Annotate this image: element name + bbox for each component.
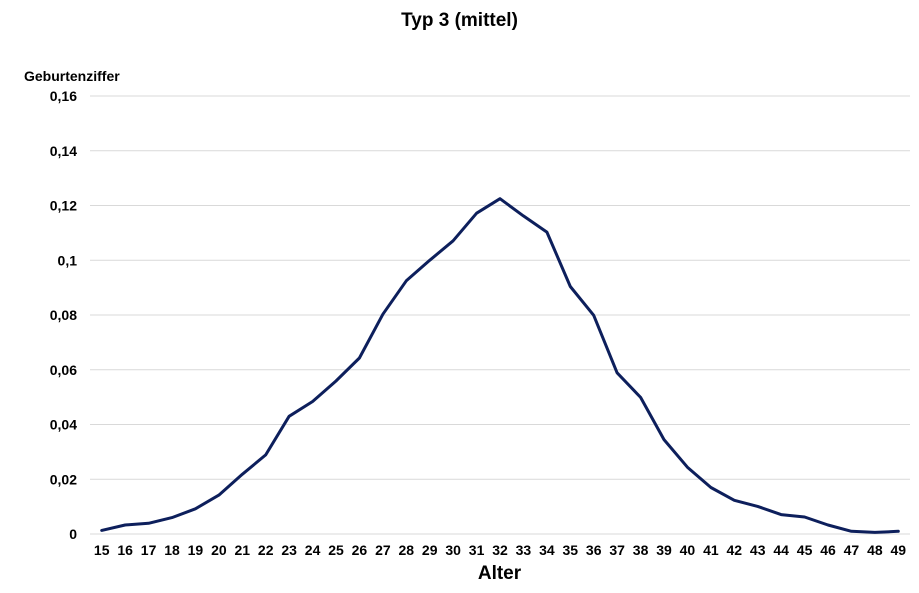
data-point <box>709 486 712 489</box>
x-tick-label: 19 <box>188 542 204 558</box>
x-tick-label: 16 <box>117 542 133 558</box>
data-point <box>217 494 220 497</box>
x-tick-label: 37 <box>609 542 625 558</box>
data-point <box>616 371 619 374</box>
data-point <box>335 379 338 382</box>
data-point <box>545 231 548 234</box>
chart-title: Typ 3 (mittel) <box>401 10 518 31</box>
data-point <box>428 259 431 262</box>
x-tick-label: 42 <box>726 542 742 558</box>
data-point <box>827 523 830 526</box>
x-tick-label: 26 <box>352 542 368 558</box>
data-point <box>522 214 525 217</box>
data-point <box>592 314 595 317</box>
data-point <box>358 356 361 359</box>
data-point <box>639 396 642 399</box>
x-tick-label: 49 <box>890 542 906 558</box>
x-tick-label: 43 <box>750 542 766 558</box>
data-point <box>756 505 759 508</box>
x-tick-label: 22 <box>258 542 274 558</box>
data-point <box>264 453 267 456</box>
data-point <box>733 499 736 502</box>
x-tick-label: 30 <box>445 542 461 558</box>
data-point <box>452 239 455 242</box>
y-tick-label: 0,1 <box>58 252 78 268</box>
data-point <box>873 531 876 534</box>
y-axis-label: Geburtenziffer <box>24 68 120 84</box>
y-tick-label: 0,06 <box>50 362 77 378</box>
x-tick-label: 45 <box>797 542 813 558</box>
x-axis-label: Alter <box>477 563 522 584</box>
x-tick-label: 33 <box>516 542 532 558</box>
data-point <box>194 507 197 510</box>
data-point <box>686 466 689 469</box>
x-tick-label: 36 <box>586 542 602 558</box>
x-tick-label: 44 <box>773 542 789 558</box>
data-point <box>475 212 478 215</box>
x-tick-label: 18 <box>164 542 180 558</box>
data-point <box>288 415 291 418</box>
x-tick-label: 34 <box>539 542 555 558</box>
x-tick-label: 46 <box>820 542 836 558</box>
x-tick-label: 20 <box>211 542 227 558</box>
y-tick-label: 0,12 <box>50 198 77 214</box>
series-line <box>100 197 900 534</box>
x-tick-label: 35 <box>562 542 578 558</box>
x-tick-label: 38 <box>633 542 649 558</box>
x-tick-label: 27 <box>375 542 391 558</box>
x-tick-label: 41 <box>703 542 719 558</box>
x-tick-label: 24 <box>305 542 321 558</box>
data-point <box>803 516 806 519</box>
y-tick-label: 0,04 <box>50 417 77 433</box>
y-tick-label: 0,02 <box>50 471 77 487</box>
y-tick-label: 0,16 <box>50 88 77 104</box>
x-tick-label: 29 <box>422 542 438 558</box>
x-tick-label: 21 <box>234 542 250 558</box>
y-tick-label: 0 <box>69 526 77 542</box>
data-point <box>171 516 174 519</box>
data-point <box>241 473 244 476</box>
x-tick-label: 28 <box>398 542 414 558</box>
x-tick-label: 17 <box>141 542 157 558</box>
data-point <box>499 197 502 200</box>
data-point <box>405 279 408 282</box>
x-tick-label: 31 <box>469 542 485 558</box>
data-point <box>850 530 853 533</box>
y-tick-label: 0,08 <box>50 307 77 323</box>
data-point <box>311 400 314 403</box>
x-tick-label: 15 <box>94 542 110 558</box>
x-tick-label: 47 <box>844 542 860 558</box>
x-tick-label: 48 <box>867 542 883 558</box>
x-tick-label: 23 <box>281 542 297 558</box>
x-tick-label: 39 <box>656 542 672 558</box>
x-tick-label: 25 <box>328 542 344 558</box>
data-point <box>569 285 572 288</box>
y-tick-label: 0,14 <box>50 143 77 159</box>
data-point <box>663 438 666 441</box>
data-point <box>897 530 900 533</box>
data-point <box>100 529 103 532</box>
data-point <box>381 313 384 316</box>
x-tick-label: 40 <box>680 542 696 558</box>
data-point <box>124 523 127 526</box>
data-point <box>780 513 783 516</box>
x-tick-label: 32 <box>492 542 508 558</box>
data-point <box>147 522 150 525</box>
